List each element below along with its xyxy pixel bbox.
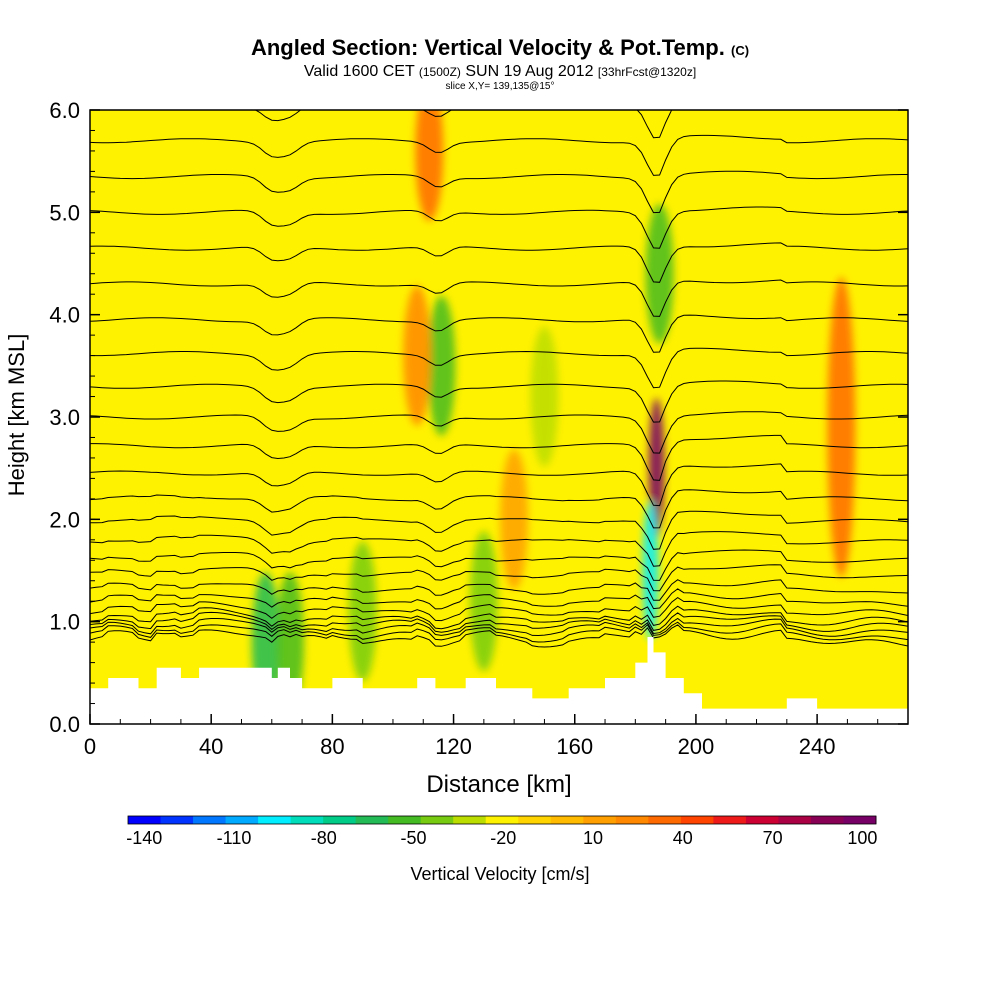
theta-contour-14: [90, 434, 908, 481]
colorbar-swatch: [128, 816, 162, 824]
colorbar-swatch: [518, 816, 552, 824]
y-tick-label: 1.0: [49, 610, 80, 635]
colorbar-tick-label: 10: [583, 828, 603, 848]
colorbar-swatch: [420, 816, 454, 824]
theta-contour-8: [90, 564, 908, 592]
x-tick-label: 0: [84, 734, 96, 759]
theta-contour-2: [90, 617, 908, 637]
theta-contour-19: [90, 279, 908, 317]
theta-contour-22: [90, 170, 908, 214]
theta-contour-3: [90, 611, 908, 633]
x-tick-label: 80: [320, 734, 344, 759]
valid-time-line: Valid 1600 CET (1500Z) SUN 19 Aug 2012 […: [303, 63, 697, 80]
colorbar-swatch: [810, 816, 844, 824]
theta-contour-20: [90, 242, 908, 283]
theta-contour-13: [90, 463, 908, 507]
colorbar-swatch: [355, 816, 389, 824]
y-tick-label: 3.0: [49, 405, 80, 430]
x-tick-label: 200: [678, 734, 715, 759]
theta-contour-9: [90, 549, 908, 581]
theta-contour-5: [90, 596, 908, 622]
colorbar-swatch: [225, 816, 259, 824]
theta-contour-17: [90, 347, 908, 389]
colorbar-swatch: [193, 816, 227, 824]
theta-contour-12: [90, 489, 908, 529]
theta-contour-0: [90, 624, 908, 648]
colorbar-swatch: [323, 816, 357, 824]
velocity-feature-11: [530, 326, 559, 467]
colorbar-swatch: [160, 816, 194, 824]
y-tick-label: 5.0: [49, 200, 80, 225]
colorbar-swatch: [615, 816, 649, 824]
theta-contour-7: [90, 579, 908, 601]
x-axis-label: Distance [km]: [426, 771, 571, 798]
colorbar-tick-label: 40: [673, 828, 693, 848]
theta-contour-18: [90, 314, 908, 353]
y-axis-label: Height [km MSL]: [4, 334, 29, 497]
colorbar-swatch: [745, 816, 779, 824]
y-tick-label: 6.0: [49, 98, 80, 123]
velocity-feature-3: [427, 295, 456, 436]
velocity-feature-4: [645, 203, 674, 344]
theta-contour-4: [90, 605, 908, 630]
theta-contour-15: [90, 411, 908, 454]
chart-title: Angled Section: Vertical Velocity & Pot.…: [250, 35, 750, 60]
velocity-feature-5: [415, 110, 444, 221]
colorbar-swatch: [453, 816, 487, 824]
colorbar-tick-label: -50: [401, 828, 427, 848]
colorbar-swatch: [843, 816, 877, 824]
theta-contour-1: [90, 621, 908, 643]
colorbar-swatch: [485, 816, 519, 824]
colorbar-tick-label: 100: [847, 828, 877, 848]
x-tick-label: 240: [799, 734, 836, 759]
vertical-velocity-field: [90, 110, 908, 724]
colorbar-tick-label: -110: [217, 828, 252, 848]
theta-contour-6: [90, 588, 908, 610]
theta-contour-11: [90, 510, 908, 550]
potential-temperature-contours: [90, 110, 908, 648]
x-tick-label: 160: [556, 734, 593, 759]
slice-info: slice X,Y= 139,135@15°: [445, 81, 555, 92]
terrain-mask: [90, 637, 908, 724]
velocity-feature-0: [827, 277, 856, 578]
y-tick-label: 0.0: [49, 712, 80, 737]
colorbar-label: Vertical Velocity [cm/s]: [410, 864, 589, 884]
colorbar-swatch: [290, 816, 324, 824]
velocity-feature-12: [500, 449, 529, 590]
x-tick-label: 120: [435, 734, 472, 759]
y-tick-label: 4.0: [49, 303, 80, 328]
theta-contour-23: [90, 134, 908, 176]
colorbar-swatch: [648, 816, 682, 824]
colorbar-tick-label: -80: [311, 828, 337, 848]
velocity-feature-10: [469, 531, 498, 672]
theta-contour-21: [90, 206, 908, 249]
colorbar-tick-label: 70: [763, 828, 783, 848]
colorbar-tick-label: -20: [490, 828, 516, 848]
colorbar-swatch: [778, 816, 812, 824]
colorbar-tick-label: -140: [126, 828, 162, 848]
colorbar-swatch: [550, 816, 584, 824]
colorbar-swatch: [680, 816, 714, 824]
theta-contour-16: [90, 380, 908, 423]
y-tick-label: 2.0: [49, 507, 80, 532]
colorbar-swatch: [258, 816, 292, 824]
theta-contour-10: [90, 531, 908, 567]
colorbar: -140 -110 -80 -50 -20 10 40 70 100: [126, 815, 877, 848]
colorbar-swatch: [388, 816, 422, 824]
colorbar-swatch: [583, 816, 617, 824]
colorbar-outline: [127, 815, 877, 825]
axes: 0 40 80 120 160 200 240 0.0 1.0 2.0 3.0 4.0 5.0 6.0: [49, 98, 909, 759]
colorbar-swatch: [713, 816, 747, 824]
chart-titles: Angled Section: Vertical Velocity & Pot.…: [0, 35, 1000, 93]
x-tick-label: 40: [199, 734, 223, 759]
